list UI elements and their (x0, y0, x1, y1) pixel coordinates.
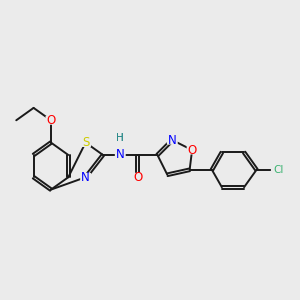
Text: N: N (168, 134, 177, 147)
FancyBboxPatch shape (114, 134, 125, 143)
FancyBboxPatch shape (271, 165, 287, 174)
FancyBboxPatch shape (132, 173, 143, 182)
FancyBboxPatch shape (115, 133, 126, 142)
FancyBboxPatch shape (80, 138, 91, 147)
Text: H: H (116, 133, 124, 142)
Text: N: N (116, 148, 125, 161)
FancyBboxPatch shape (115, 151, 126, 159)
FancyBboxPatch shape (187, 146, 198, 154)
FancyBboxPatch shape (46, 116, 56, 125)
FancyBboxPatch shape (80, 173, 91, 182)
Text: O: O (133, 171, 142, 184)
Text: O: O (188, 143, 197, 157)
Text: O: O (46, 114, 56, 127)
Text: H: H (116, 133, 124, 142)
Text: N: N (81, 171, 90, 184)
Text: S: S (82, 136, 89, 149)
Text: Cl: Cl (274, 165, 284, 175)
FancyBboxPatch shape (167, 136, 178, 145)
